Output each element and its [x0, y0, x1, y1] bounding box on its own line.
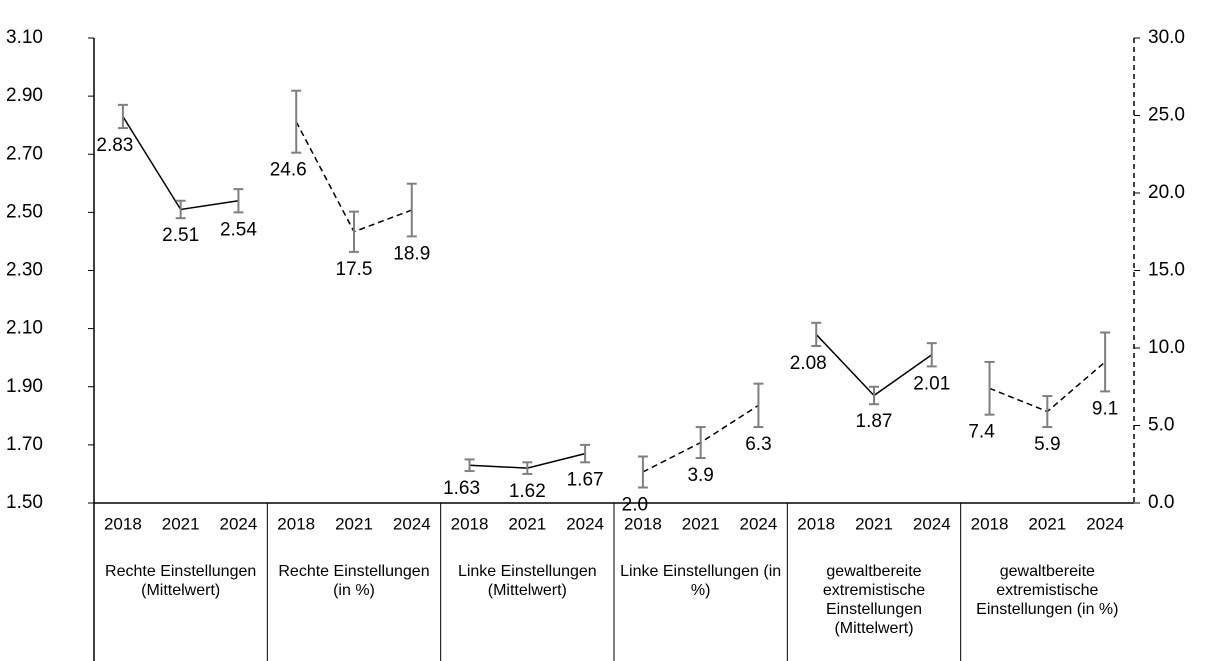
x-tick-label: 2021 — [162, 514, 200, 533]
y-tick-label: 3.10 — [6, 27, 43, 48]
data-label: 6.3 — [745, 434, 771, 455]
x-tick-label: 2021 — [1028, 514, 1066, 533]
x-tick-label: 2021 — [682, 514, 720, 533]
data-label: 1.62 — [509, 481, 546, 502]
y2-tick-label: 20.0 — [1148, 182, 1185, 203]
data-label: 3.9 — [687, 465, 713, 486]
y-tick-label: 2.30 — [6, 260, 43, 281]
data-label: 2.83 — [96, 135, 133, 156]
data-label: 24.6 — [270, 160, 307, 181]
data-label: 1.87 — [856, 411, 893, 432]
data-label: 5.9 — [1034, 434, 1060, 455]
data-label: 9.1 — [1092, 398, 1118, 419]
data-label: 2.0 — [622, 495, 648, 516]
x-tick-label: 2024 — [913, 514, 951, 533]
x-tick-label: 2021 — [335, 514, 373, 533]
group-label: Linke Einstellungen (Mittelwert) — [457, 563, 597, 599]
group-label: gewaltbereite extremistische Einstellung… — [976, 563, 1119, 618]
x-tick-label: 2018 — [797, 514, 835, 533]
group-label: Rechte Einstellungen (in %) — [278, 563, 430, 599]
x-tick-label: 2018 — [277, 514, 315, 533]
data-label: 1.63 — [443, 478, 480, 499]
data-label: 2.51 — [162, 225, 199, 246]
x-tick-label: 2021 — [508, 514, 546, 533]
x-tick-label: 2021 — [855, 514, 893, 533]
data-label: 7.4 — [968, 422, 995, 443]
group-label: Linke Einstellungen (in %) — [620, 563, 782, 599]
y2-tick-label: 30.0 — [1148, 27, 1185, 48]
y2-tick-label: 25.0 — [1148, 105, 1185, 126]
x-tick-label: 2018 — [104, 514, 142, 533]
y2-tick-label: 5.0 — [1148, 415, 1174, 436]
data-label: 2.54 — [220, 219, 257, 240]
group-label: gewaltbereite extremistische Einstellung… — [822, 563, 926, 637]
y-tick-label: 2.90 — [6, 85, 43, 106]
data-label: 18.9 — [393, 243, 430, 264]
data-label: 17.5 — [336, 259, 373, 280]
x-tick-label: 2024 — [220, 514, 258, 533]
y-tick-label: 2.50 — [6, 201, 43, 222]
y-tick-label: 1.90 — [6, 376, 43, 397]
x-tick-label: 2024 — [393, 514, 431, 533]
x-tick-label: 2018 — [971, 514, 1009, 533]
x-tick-label: 2018 — [451, 514, 489, 533]
group-label: Rechte Einstellungen (Mittelwert) — [105, 563, 257, 599]
y2-tick-label: 15.0 — [1148, 260, 1185, 281]
y2-tick-label: 0.0 — [1148, 492, 1174, 513]
y-tick-label: 2.10 — [6, 318, 43, 339]
x-tick-label: 2024 — [740, 514, 778, 533]
data-label: 2.01 — [913, 373, 950, 394]
data-label: 1.67 — [567, 469, 604, 490]
y-tick-label: 1.70 — [6, 434, 43, 455]
x-tick-label: 2024 — [1086, 514, 1124, 533]
line — [122, 116, 239, 211]
y-tick-label: 2.70 — [6, 143, 43, 164]
data-label: 2.08 — [790, 353, 827, 374]
x-tick-label: 2024 — [566, 514, 604, 533]
y2-tick-label: 10.0 — [1148, 337, 1185, 358]
y-tick-label: 1.50 — [6, 492, 43, 513]
x-tick-label: 2018 — [624, 514, 662, 533]
